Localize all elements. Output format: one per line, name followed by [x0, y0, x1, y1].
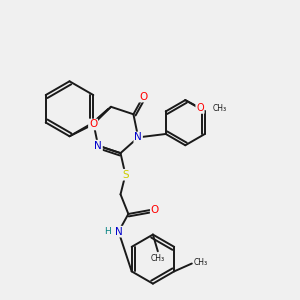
Text: S: S [122, 170, 129, 180]
Text: O: O [151, 205, 159, 215]
Text: CH₃: CH₃ [194, 258, 208, 267]
Text: O: O [89, 119, 97, 130]
Text: H: H [104, 227, 111, 236]
Text: N: N [134, 132, 142, 142]
Text: N: N [115, 226, 122, 237]
Text: O: O [196, 103, 204, 113]
Text: CH₃: CH₃ [213, 104, 227, 113]
Text: N: N [94, 141, 102, 151]
Text: CH₃: CH₃ [151, 254, 165, 263]
Text: O: O [139, 92, 147, 102]
